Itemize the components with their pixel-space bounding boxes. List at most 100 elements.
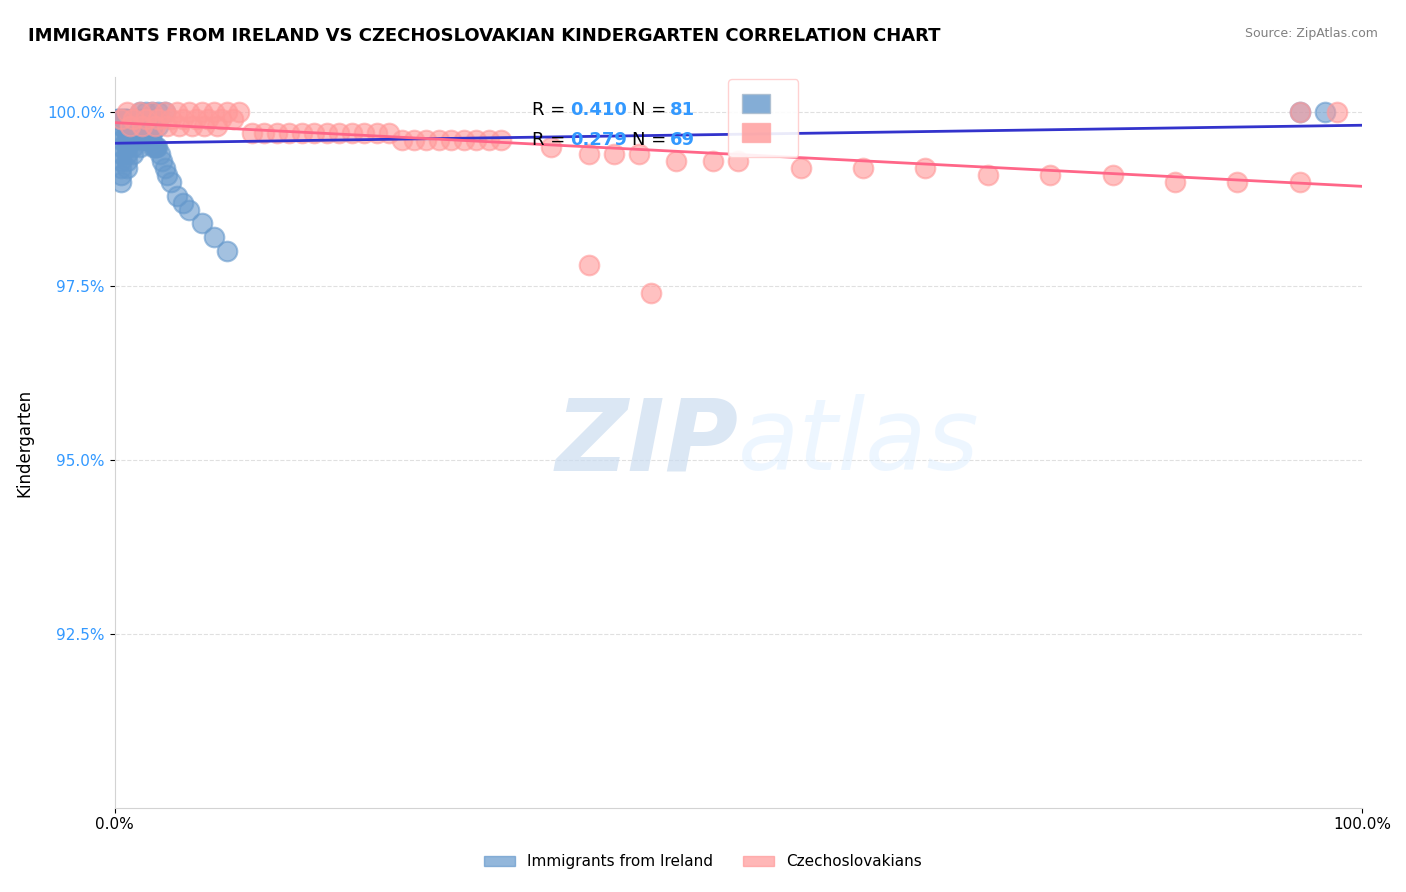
Point [578, 147, 600, 161]
Point [108, 112, 131, 127]
Text: N =: N = [633, 130, 672, 148]
Point [138, 133, 160, 147]
Point [150, 153, 173, 168]
Point [128, 119, 150, 133]
Point [107, 112, 129, 127]
Point [1288, 175, 1310, 189]
Point [110, 153, 132, 168]
Point [125, 126, 148, 140]
Y-axis label: Kindergarten: Kindergarten [15, 389, 32, 497]
Point [156, 168, 179, 182]
Point [914, 161, 936, 175]
Point [115, 112, 138, 127]
Point [110, 161, 132, 175]
Point [153, 105, 176, 120]
Point [240, 126, 263, 140]
Legend: Immigrants from Ireland, Czechoslovakians: Immigrants from Ireland, Czechoslovakian… [478, 848, 928, 875]
Point [143, 119, 166, 133]
Point [122, 147, 145, 161]
Point [128, 133, 150, 147]
Point [789, 161, 811, 175]
Point [135, 119, 157, 133]
Point [148, 105, 170, 120]
Point [114, 112, 136, 127]
Point [453, 133, 475, 147]
Point [122, 112, 145, 127]
Point [478, 133, 501, 147]
Point [291, 126, 314, 140]
Point [136, 133, 159, 147]
Point [193, 119, 215, 133]
Point [184, 112, 207, 127]
Point [253, 126, 276, 140]
Point [1164, 175, 1187, 189]
Point [378, 126, 401, 140]
Point [153, 161, 176, 175]
Point [146, 140, 169, 154]
Point [115, 147, 138, 161]
Point [169, 119, 191, 133]
Point [602, 147, 624, 161]
Point [278, 126, 301, 140]
Text: R =: R = [533, 130, 571, 148]
Point [141, 105, 163, 120]
Point [118, 119, 141, 133]
Point [122, 133, 145, 147]
Point [302, 126, 325, 140]
Point [115, 161, 138, 175]
Point [112, 112, 135, 127]
Point [141, 126, 163, 140]
Point [121, 119, 143, 133]
Point [128, 105, 150, 120]
Text: 81: 81 [669, 102, 695, 120]
Point [110, 126, 132, 140]
Point [215, 244, 238, 259]
Point [366, 126, 388, 140]
Text: R =: R = [533, 102, 571, 120]
Point [852, 161, 875, 175]
Point [627, 147, 650, 161]
Point [440, 133, 463, 147]
Point [139, 133, 162, 147]
Text: N =: N = [633, 102, 672, 120]
Point [115, 105, 138, 120]
Point [135, 112, 157, 127]
Point [128, 140, 150, 154]
Point [179, 105, 201, 120]
Point [134, 126, 156, 140]
Point [120, 119, 142, 133]
Point [665, 153, 688, 168]
Point [640, 286, 662, 301]
Point [128, 105, 150, 120]
Text: 69: 69 [669, 130, 695, 148]
Point [136, 133, 159, 147]
Point [1288, 105, 1310, 120]
Point [132, 126, 155, 140]
Point [191, 217, 214, 231]
Text: 0.279: 0.279 [569, 130, 627, 148]
Point [110, 112, 132, 127]
Point [159, 175, 181, 189]
Point [145, 140, 167, 154]
Point [135, 105, 157, 120]
Point [141, 105, 163, 120]
Point [131, 119, 153, 133]
Point [166, 105, 188, 120]
Point [222, 112, 245, 127]
Point [172, 112, 194, 127]
Point [181, 119, 204, 133]
Point [315, 126, 337, 140]
Point [415, 133, 437, 147]
Point [135, 133, 157, 147]
Point [166, 188, 188, 202]
Text: 0.410: 0.410 [569, 102, 627, 120]
Point [402, 133, 425, 147]
Point [115, 153, 138, 168]
Point [124, 126, 146, 140]
Point [702, 153, 724, 168]
Point [727, 153, 749, 168]
Point [1039, 168, 1062, 182]
Point [105, 112, 128, 127]
Point [110, 175, 132, 189]
Point [179, 202, 201, 217]
